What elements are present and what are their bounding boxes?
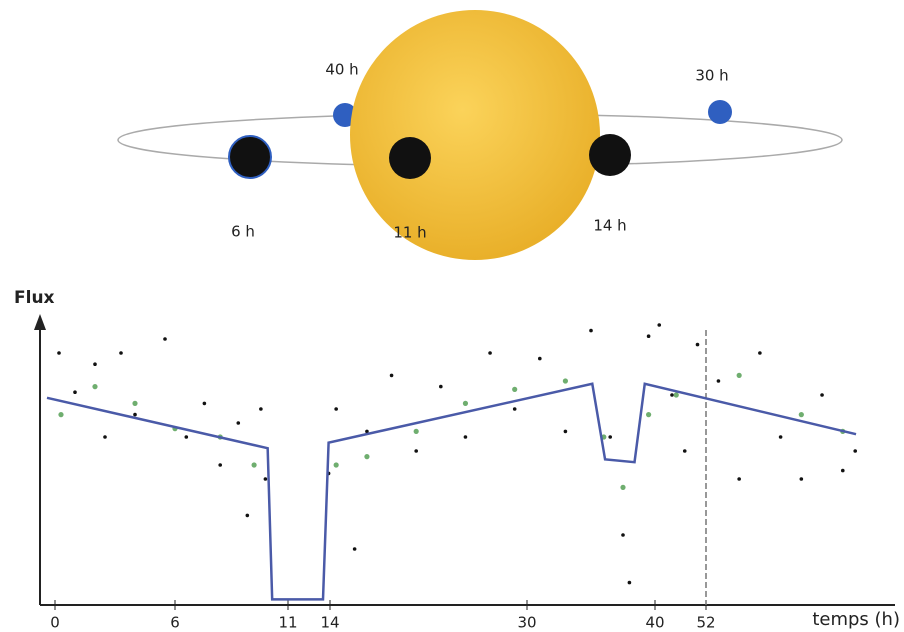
time-label: 30 h [695,67,728,85]
planet [589,134,631,176]
data-point [737,477,741,481]
data-point [646,412,652,418]
data-point [716,379,721,383]
data-point [245,513,250,518]
data-point [414,449,418,453]
data-point [799,477,804,481]
data-point [670,393,674,397]
data-point [512,386,518,392]
data-point [853,449,858,453]
x-tick-label: 6 [170,614,180,632]
data-point [58,412,64,418]
data-point [820,393,824,397]
x-tick-label: 52 [696,614,715,632]
data-point [758,351,762,355]
data-point [413,428,419,434]
planet [708,100,732,124]
data-point [389,373,394,378]
data-point [439,384,443,389]
data-point [512,407,517,411]
planet [228,135,272,179]
data-point [462,400,469,406]
x-tick-label: 0 [50,614,60,632]
data-point [364,454,370,460]
data-point [840,468,845,473]
data-point [488,351,492,355]
data-point [334,407,338,411]
star [350,10,600,260]
time-label: 6 h [231,223,255,241]
data-point [251,462,257,468]
data-point [184,435,189,439]
time-label: 40 h [325,61,358,79]
data-point [132,400,138,406]
data-point [798,412,804,418]
data-point [119,351,123,355]
data-point [57,351,61,355]
y-axis-arrow [34,314,46,330]
data-point [608,435,612,439]
y-axis-label: Flux [14,288,55,308]
planet [389,137,431,179]
orbit-diagram: 40 h 30 h 6 h 11 h 14 h [117,10,843,260]
x-tick-label: 11 [278,614,297,632]
data-point [133,412,137,417]
data-point [236,421,241,425]
data-point [218,463,222,467]
data-point [620,484,626,490]
data-point [695,342,700,347]
data-point [562,378,569,384]
data-point [657,323,662,327]
model-curve [46,382,857,601]
x-tick-label: 40 [645,614,664,632]
data-point [263,477,268,481]
data-point [736,372,742,378]
data-point [621,533,625,537]
x-axis-label: temps (h) [812,609,900,630]
data-point [333,462,339,468]
data-point [778,435,783,439]
data-point [589,328,593,333]
data-point [646,334,651,339]
data-point [352,547,357,551]
time-label: 14 h [593,217,626,235]
data-point [93,362,97,367]
data-point [682,449,687,453]
data-point [673,392,679,398]
data-point [73,390,77,395]
data-point [202,401,207,406]
data-point [163,337,167,341]
time-label: 11 h [393,224,426,242]
x-tick-label: 30 [517,614,536,632]
data-point [627,580,632,585]
x-tick-label: 14 [320,614,339,632]
data-point [538,356,542,361]
data-point [365,429,369,434]
data-point [92,384,98,390]
data-point [259,407,263,411]
data-point [103,435,107,439]
data-point [563,429,568,434]
data-point [463,435,468,439]
